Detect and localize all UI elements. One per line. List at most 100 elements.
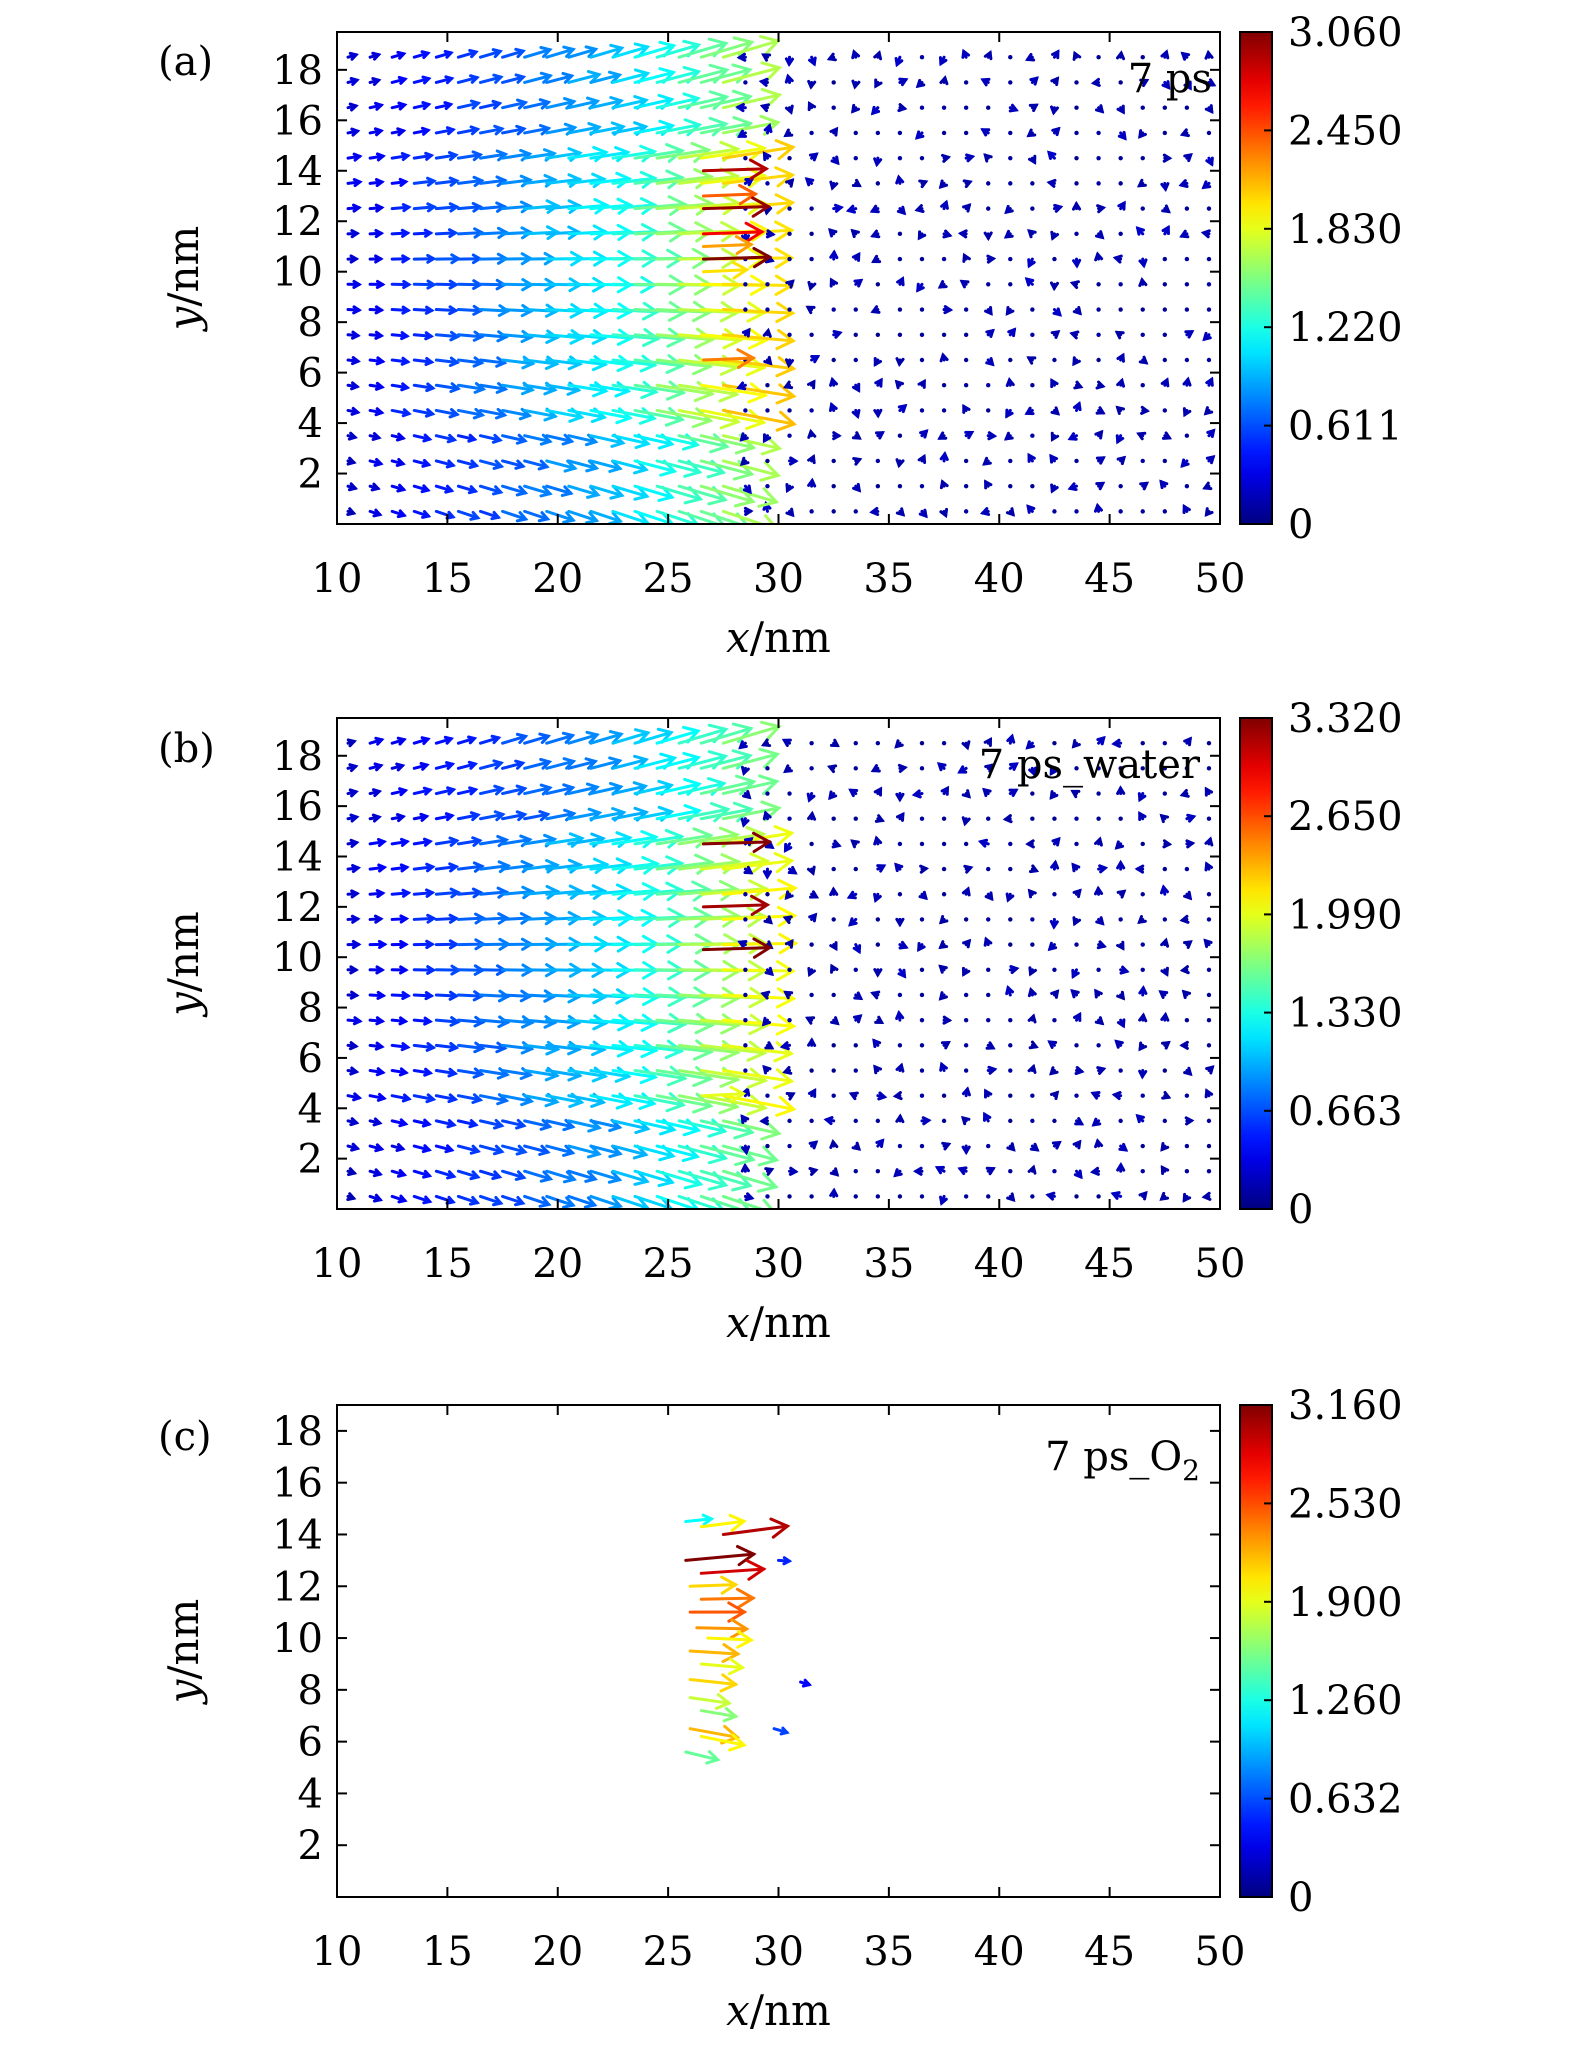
- vector-head: [401, 1093, 412, 1103]
- field-vector: [434, 202, 460, 213]
- field-vector: [1006, 1142, 1016, 1152]
- field-vector: [1008, 917, 1013, 922]
- field-vector: [1030, 483, 1035, 489]
- field-vector: [963, 130, 969, 136]
- vector-head: [374, 203, 385, 213]
- field-vector: [941, 1118, 947, 1124]
- y-tick-label: 8: [298, 300, 323, 346]
- field-vector: [1027, 229, 1037, 239]
- field-vector: [1052, 1017, 1057, 1023]
- vector-shaft: [501, 101, 527, 110]
- field-vector: [1074, 458, 1079, 464]
- x-tick-label: 50: [1195, 1241, 1246, 1287]
- field-vector: [501, 784, 528, 796]
- vector-head: [746, 1040, 768, 1062]
- vector-head: [591, 1040, 607, 1057]
- vector-shaft: [545, 358, 582, 366]
- vector-shaft: [677, 833, 739, 846]
- field-vector: [846, 890, 858, 900]
- field-vector: [677, 408, 741, 430]
- field-vector: [567, 459, 600, 473]
- vector-dot: [809, 408, 814, 413]
- vector-head: [1008, 788, 1019, 797]
- vector-shaft: [655, 123, 701, 135]
- field-vector: [875, 181, 881, 186]
- vector-dot: [831, 80, 836, 85]
- vector-head: [877, 1091, 888, 1101]
- vector-head: [1094, 230, 1105, 240]
- x-tick-label: 15: [422, 1241, 473, 1287]
- field-vector: [368, 1041, 385, 1051]
- vector-dot: [1030, 942, 1035, 947]
- vector-head: [782, 1556, 793, 1566]
- vector-head: [635, 511, 651, 524]
- vector-shaft: [434, 434, 456, 442]
- vector-head: [1115, 434, 1125, 445]
- field-vector: [897, 403, 908, 414]
- vector-head: [1069, 280, 1080, 290]
- vector-dot: [743, 992, 748, 998]
- vector-head: [806, 865, 816, 876]
- vector-head: [745, 355, 767, 377]
- vector-head: [985, 1166, 996, 1176]
- vector-shaft: [633, 383, 685, 395]
- vector-head: [1027, 1013, 1037, 1024]
- field-vector: [1204, 104, 1214, 115]
- field-vector: [1206, 206, 1212, 211]
- vector-dot: [787, 967, 792, 972]
- vector-shaft: [501, 204, 532, 211]
- field-vector: [412, 1042, 437, 1052]
- field-vector: [1184, 1017, 1190, 1023]
- field-vector: [764, 1167, 775, 1176]
- field-vector: [828, 401, 838, 412]
- vector-head: [736, 52, 747, 62]
- vector-dot: [853, 866, 858, 872]
- field-vector: [1094, 429, 1104, 440]
- field-vector: [1200, 229, 1211, 239]
- vector-shaft: [523, 434, 552, 443]
- field-vector: [545, 757, 577, 770]
- vector-dot: [787, 256, 792, 262]
- vector-head: [1025, 53, 1036, 62]
- vector-shaft: [699, 807, 753, 821]
- vector-head: [758, 747, 781, 769]
- field-vector: [781, 738, 792, 747]
- y-tick-label: 8: [298, 986, 323, 1032]
- vector-shaft: [501, 509, 528, 521]
- vector-head: [873, 408, 883, 419]
- vector-head: [397, 101, 408, 111]
- vector-head: [539, 485, 553, 498]
- vector-shaft: [478, 761, 503, 770]
- field-vector: [721, 484, 780, 508]
- vector-dot: [986, 1194, 991, 1199]
- field-vector: [523, 46, 553, 59]
- field-vector: [1096, 1194, 1101, 1199]
- vector-shaft: [545, 47, 575, 59]
- vector-head: [395, 762, 406, 772]
- vector-head: [399, 914, 410, 924]
- field-vector: [456, 887, 484, 899]
- vector-shaft: [611, 1094, 656, 1106]
- vector-head: [349, 1066, 360, 1076]
- field-vector: [848, 1091, 859, 1101]
- field-vector: [985, 1041, 996, 1050]
- field-vector: [872, 1038, 882, 1049]
- vector-head: [852, 1014, 863, 1024]
- field-vector: [1074, 1066, 1085, 1076]
- field-vector: [938, 915, 949, 925]
- vector-shaft: [721, 1043, 793, 1056]
- vector-head: [639, 197, 658, 216]
- field-vector: [478, 175, 508, 188]
- vector-dot: [1162, 766, 1168, 771]
- vector-head: [752, 831, 773, 854]
- field-vector: [501, 124, 527, 136]
- vector-head: [851, 49, 861, 60]
- vector-head: [1049, 281, 1060, 292]
- field-vector: [787, 307, 792, 312]
- vector-head: [1050, 406, 1061, 416]
- field-vector: [412, 509, 432, 519]
- field-vector: [478, 149, 509, 162]
- vector-shaft: [501, 734, 528, 745]
- field-vector: [545, 199, 583, 214]
- vector-dot: [1206, 256, 1212, 262]
